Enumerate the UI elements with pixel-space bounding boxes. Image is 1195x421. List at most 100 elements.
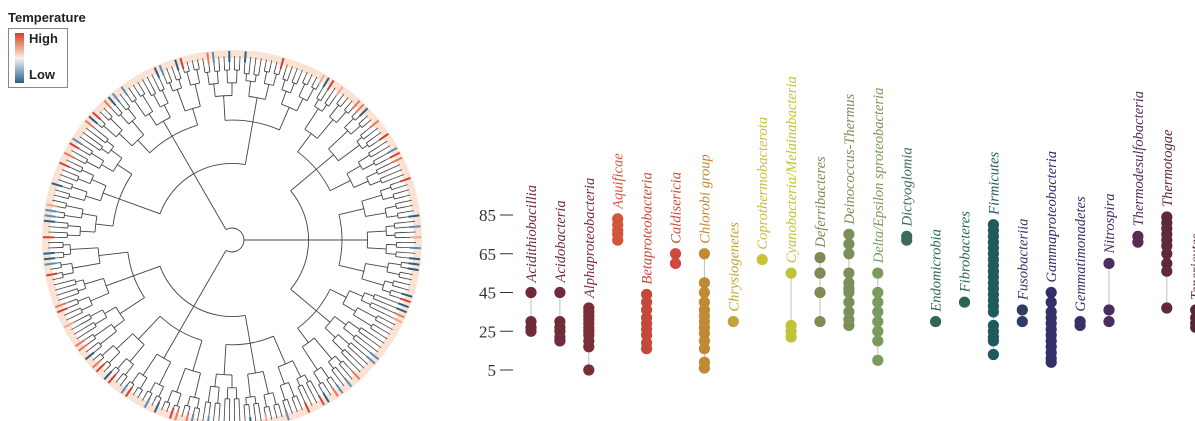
tree-arc: [61, 272, 64, 278]
tree-branch: [127, 108, 137, 119]
data-point: [958, 296, 971, 308]
tree-branch: [377, 315, 384, 320]
tree-branch: [296, 98, 304, 112]
category-label: Deinococcus-Thermus: [842, 94, 858, 226]
tree-branch: [405, 210, 414, 213]
tree-branch: [163, 104, 171, 118]
tree-arc: [210, 385, 220, 388]
tree-branch: [369, 306, 385, 315]
tree-branch: [58, 295, 71, 301]
data-point: [872, 325, 884, 337]
tree-tip-color: [174, 409, 180, 421]
tree-branch: [102, 192, 120, 200]
tree-branch: [99, 330, 117, 345]
tree-branch: [288, 382, 295, 397]
tree-arc: [313, 366, 322, 373]
tree-arc: [369, 302, 372, 307]
tree-branch: [71, 186, 88, 193]
tree-tip-color: [46, 203, 58, 208]
tree-branch: [309, 74, 313, 81]
data-point: [641, 296, 653, 308]
tree-branch: [119, 297, 145, 315]
tree-arc: [103, 278, 110, 294]
tree-branch: [91, 179, 107, 187]
tree-branch: [349, 100, 353, 105]
tree-branch: [131, 372, 140, 384]
tree-branch: [169, 75, 173, 82]
tree-arc: [346, 173, 355, 188]
tree-branch: [338, 264, 364, 272]
tree-branch: [306, 79, 310, 86]
tree-branch: [272, 392, 277, 405]
tree-branch: [343, 368, 353, 380]
tree-branch: [358, 119, 364, 125]
tree-arc: [281, 103, 298, 112]
tree-branch: [289, 66, 293, 75]
tree-branch: [141, 397, 145, 401]
tree-branch: [120, 114, 130, 125]
tree-arc: [253, 402, 259, 405]
tree-branch: [219, 403, 221, 412]
tree-branch: [353, 314, 372, 327]
tree-branch: [223, 405, 226, 421]
tree-branch: [72, 311, 83, 318]
tree-branch: [124, 364, 134, 376]
tree-branch: [179, 74, 182, 79]
data-point: [1045, 356, 1057, 368]
tree-branch: [209, 402, 212, 411]
tree-branch: [64, 214, 82, 219]
tree-branch: [296, 378, 301, 387]
tree-branch: [368, 127, 379, 136]
tree-branch: [407, 273, 413, 275]
tree-branch: [379, 175, 386, 180]
tree-tip-color: [407, 267, 419, 272]
tree-tip-color: [322, 392, 330, 403]
tree-branch: [75, 279, 84, 283]
tree-arc: [347, 342, 352, 347]
tree-branch: [394, 221, 406, 224]
tree-arc: [100, 185, 107, 201]
tree-branch: [277, 366, 285, 385]
tree-tip-color: [44, 262, 56, 266]
tree-arc: [189, 395, 200, 399]
tree-branch: [375, 319, 382, 324]
tree-tip-color: [399, 177, 411, 183]
category-label: Tenericutes: [1189, 233, 1195, 300]
tree-branch: [264, 84, 270, 100]
tree-branch: [110, 149, 123, 159]
tree-tip-color: [158, 65, 165, 76]
category-label: Chlorobi group: [697, 154, 713, 244]
tree-tip-color: [143, 397, 151, 409]
tree-branch: [72, 173, 80, 177]
tree-arc: [370, 323, 374, 329]
tree-branch: [279, 385, 286, 401]
legend-low-label: Low: [29, 67, 55, 82]
tree-arc: [245, 395, 255, 398]
data-point: [872, 286, 884, 299]
tree-tip-color: [51, 182, 63, 188]
tree-arc: [297, 289, 331, 329]
tree-branch: [399, 271, 409, 275]
tree-branch: [118, 133, 133, 147]
tree-arc: [264, 70, 270, 73]
tree-arc: [400, 262, 402, 268]
tree-branch: [197, 59, 199, 63]
tree-branch: [70, 247, 99, 250]
tree-arc: [314, 105, 323, 112]
tree-branch: [193, 250, 227, 307]
tree-branch: [161, 405, 164, 411]
tree-branch: [137, 91, 141, 97]
tree-branch: [254, 414, 257, 421]
tree-arc: [129, 381, 135, 385]
tree-branch: [391, 187, 397, 191]
tree-branch: [320, 94, 325, 101]
tree-branch: [166, 67, 171, 77]
tree-arc: [329, 116, 337, 123]
tree-arc: [108, 146, 115, 154]
tree-branch: [90, 309, 103, 317]
data-point: [525, 325, 537, 337]
tree-branch: [187, 67, 190, 72]
y-tick-label: 45: [479, 284, 496, 303]
tree-branch: [352, 338, 360, 344]
tree-branch: [52, 277, 60, 281]
